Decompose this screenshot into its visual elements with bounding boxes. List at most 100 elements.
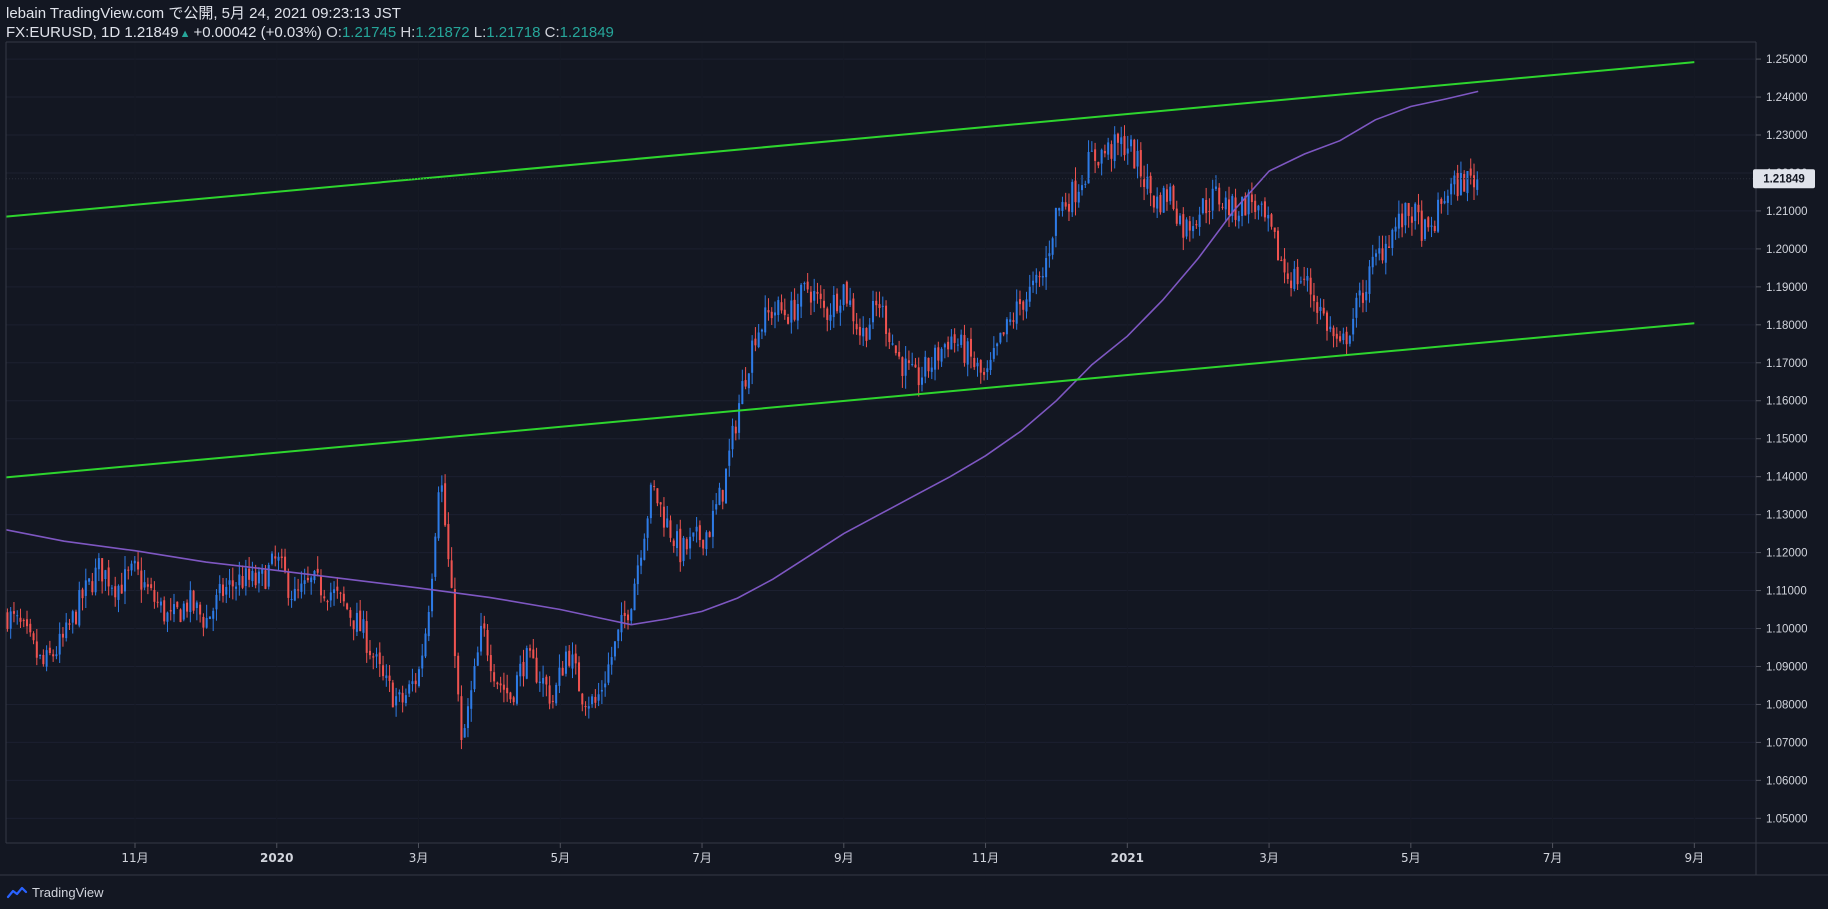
candle-179 — [591, 693, 594, 708]
candle-440 — [1443, 191, 1446, 205]
time-axis[interactable]: 11月 2020 3月 5月 7月 9月 11月 2021 3月 5月 7月 9月 — [121, 843, 1704, 865]
candle-63 — [212, 607, 215, 632]
time-tick-5: 9月 — [834, 851, 854, 865]
candle-447 — [1466, 170, 1469, 202]
candle-76 — [254, 564, 257, 589]
candle-445 — [1459, 161, 1462, 196]
candle-0 — [6, 608, 9, 632]
candle-317 — [1041, 267, 1044, 286]
candle-152 — [502, 672, 505, 703]
time-tick-8: 3月 — [1259, 851, 1279, 865]
candle-294 — [966, 337, 969, 377]
candle-367 — [1205, 187, 1208, 224]
candle-348 — [1143, 165, 1146, 201]
candle-386 — [1267, 206, 1270, 232]
candle-15 — [55, 646, 58, 660]
candle-281 — [924, 350, 927, 384]
candle-381 — [1250, 182, 1253, 213]
candle-208 — [685, 537, 688, 555]
candle-393 — [1290, 272, 1293, 297]
candle-427 — [1401, 203, 1404, 238]
open-label: O: — [326, 24, 342, 41]
candle-90 — [300, 571, 303, 599]
candle-137 — [453, 577, 456, 668]
candle-2 — [12, 602, 15, 623]
time-tick-9: 5月 — [1401, 851, 1421, 865]
price-tick-10: 1.15000 — [1766, 434, 1808, 446]
channel-lower-line[interactable] — [6, 322, 1695, 479]
candle-325 — [1067, 193, 1070, 221]
candle-415 — [1361, 279, 1364, 313]
candle-102 — [339, 591, 342, 604]
open-value: 1.21745 — [341, 24, 397, 41]
candle-409 — [1342, 327, 1345, 345]
candle-161 — [532, 638, 535, 659]
candle-215 — [708, 530, 711, 538]
candle-176 — [581, 692, 584, 712]
candle-210 — [692, 532, 695, 542]
candle-258 — [849, 287, 852, 307]
candle-155 — [512, 695, 515, 706]
candle-330 — [1084, 180, 1087, 188]
symbol-interval[interactable]: FX:EURUSD, 1D — [6, 24, 121, 41]
candle-98 — [326, 599, 329, 611]
candle-254 — [836, 288, 839, 314]
candle-369 — [1211, 179, 1214, 220]
candle-232 — [764, 295, 767, 336]
candle-346 — [1136, 139, 1139, 179]
candle-151 — [499, 676, 502, 693]
candle-147 — [486, 624, 489, 662]
candle-126 — [417, 666, 420, 688]
candle-289 — [950, 329, 953, 350]
candle-73 — [244, 559, 247, 596]
candle-284 — [934, 344, 937, 381]
chart-legend: lebain TradingView.com で公開, 5月 24, 2021 … — [6, 4, 614, 42]
candle-30 — [104, 569, 107, 591]
candle-45 — [153, 581, 156, 609]
candle-372 — [1221, 202, 1224, 210]
candle-177 — [584, 701, 587, 716]
candle-59 — [199, 601, 202, 623]
candle-169 — [558, 654, 561, 694]
candle-77 — [257, 567, 260, 593]
candle-181 — [597, 682, 600, 707]
candle-423 — [1388, 235, 1391, 249]
candle-395 — [1296, 259, 1299, 291]
candle-448 — [1469, 158, 1472, 185]
time-tick-11: 9月 — [1685, 851, 1705, 865]
tradingview-brand[interactable]: TradingView — [6, 882, 104, 902]
candle-444 — [1456, 164, 1459, 201]
candle-162 — [535, 647, 538, 684]
candle-273 — [898, 340, 901, 360]
candle-245 — [806, 273, 809, 293]
candle-424 — [1391, 228, 1394, 256]
candle-123 — [408, 680, 411, 698]
candle-82 — [274, 545, 277, 567]
candle-377 — [1237, 211, 1240, 229]
candle-421 — [1381, 235, 1384, 264]
candle-72 — [241, 565, 244, 590]
candle-435 — [1427, 216, 1430, 232]
candle-140 — [463, 724, 466, 738]
candle-205 — [675, 524, 679, 557]
candle-108 — [359, 600, 362, 632]
channel-upper-line[interactable] — [6, 61, 1695, 218]
candle-359 — [1179, 213, 1182, 226]
candle-6 — [26, 610, 29, 634]
candle-328 — [1077, 184, 1080, 208]
candle-74 — [248, 557, 251, 588]
candle-4 — [19, 608, 22, 629]
candle-129 — [427, 605, 430, 642]
candle-307 — [1009, 312, 1012, 326]
candle-28 — [97, 553, 100, 582]
candle-25 — [88, 578, 91, 585]
candle-3 — [16, 610, 19, 625]
candle-84 — [280, 548, 283, 569]
candle-154 — [509, 691, 512, 704]
candle-434 — [1423, 218, 1427, 241]
price-tick-13: 1.18000 — [1766, 320, 1808, 332]
candle-18 — [65, 613, 68, 642]
candle-304 — [999, 332, 1002, 345]
candle-66 — [221, 577, 225, 603]
